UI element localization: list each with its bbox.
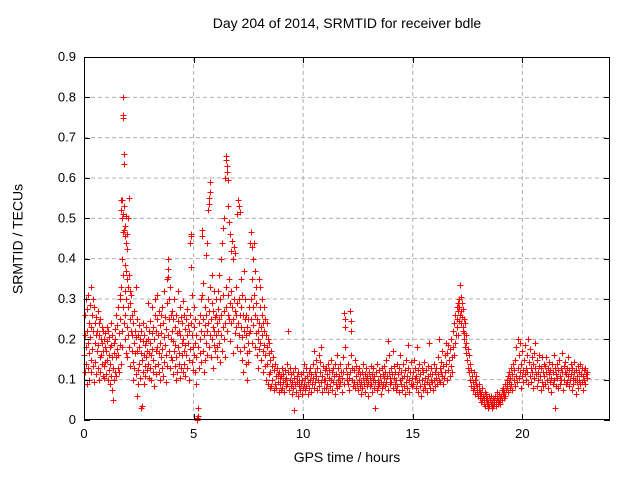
y-tick-label: 0.6 — [58, 170, 76, 185]
y-tick-label: 0.5 — [58, 210, 76, 225]
x-tick-label: 0 — [80, 426, 87, 441]
y-tick-label: 0.7 — [58, 130, 76, 145]
y-tick-label: 0.2 — [58, 331, 76, 346]
x-tick-label: 20 — [515, 426, 529, 441]
plot-border — [84, 57, 610, 420]
y-tick-label: 0.9 — [58, 49, 76, 64]
x-tick-label: 10 — [296, 426, 310, 441]
x-tick-label: 15 — [406, 426, 420, 441]
y-tick-label: 0 — [69, 412, 76, 427]
y-tick-label: 0.8 — [58, 89, 76, 104]
x-axis-label: GPS time / hours — [293, 449, 401, 465]
chart-title: Day 204 of 2014, SRMTID for receiver bdl… — [212, 15, 482, 31]
y-tick-label: 0.3 — [58, 291, 76, 306]
y-tick-label: 0.4 — [58, 251, 76, 266]
y-tick-label: 0.1 — [58, 372, 76, 387]
x-tick-label: 5 — [190, 426, 197, 441]
